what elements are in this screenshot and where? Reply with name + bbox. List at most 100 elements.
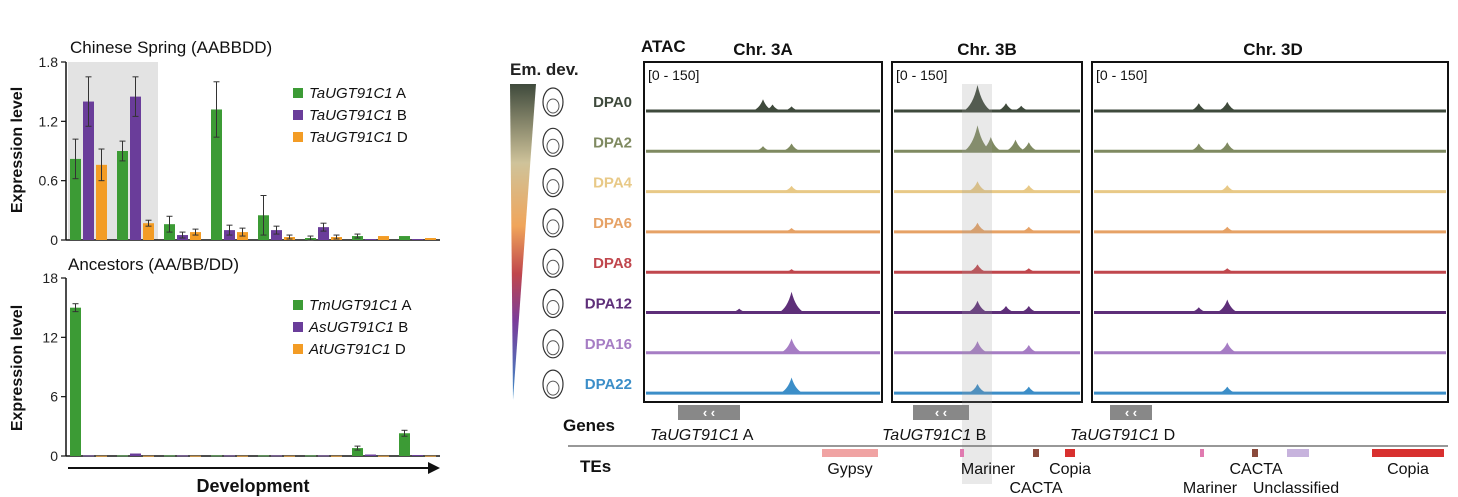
atac-peak [967, 181, 988, 192]
atac-peak [979, 137, 1003, 152]
embryo-inner-icon [546, 380, 560, 396]
development-arrowhead [428, 462, 440, 474]
track-label: DPA16 [585, 336, 632, 353]
atac-peak [752, 99, 774, 111]
bar [378, 236, 389, 240]
gene-strand-arrow: ‹ ‹ [703, 405, 715, 420]
track-label: DPA12 [585, 296, 632, 313]
top-chart-title: Chinese Spring (AABBDD) [70, 38, 272, 57]
bar [365, 454, 376, 456]
track-label: DPA6 [593, 215, 632, 232]
bar [190, 232, 201, 240]
atac-peak [1004, 139, 1027, 152]
gene-label: TaUGT91C1 A [650, 427, 754, 444]
embryo-stage-icon [542, 248, 564, 278]
atac-peak [1217, 185, 1237, 192]
bar [177, 455, 188, 457]
te-element [1033, 449, 1039, 457]
embryo-stage-icon [542, 87, 564, 117]
te-element [1252, 449, 1258, 457]
atac-peak [1217, 101, 1238, 111]
bar [271, 230, 282, 240]
atac-peak [1218, 268, 1237, 273]
te-element [1065, 449, 1075, 457]
y-tick-label: 1.8 [39, 54, 59, 70]
bottom-chart-title: Ancestors (AA/BB/DD) [68, 255, 239, 274]
bottom-bar-chart: Ancestors (AA/BB/DD) Expression level 0 6… [9, 255, 440, 496]
te-label: CACTA [1009, 480, 1062, 497]
bar [412, 455, 423, 456]
bar [70, 158, 81, 240]
chromosome-header: Chr. 3A [733, 40, 793, 59]
y-tick-label: 0.6 [39, 173, 59, 189]
te-label: Gypsy [827, 461, 872, 478]
y-tick-label: 12 [42, 329, 58, 345]
chromosome-header: Chr. 3B [957, 40, 1017, 59]
embryo-inner-icon [546, 259, 560, 275]
atac-peak [730, 308, 749, 313]
top-highlight-region [68, 62, 158, 240]
bar [70, 307, 81, 456]
atac-peak [779, 377, 804, 394]
embryo-dev-gradient [510, 84, 536, 400]
legend-swatch [293, 322, 303, 332]
bar [96, 455, 107, 457]
bar [143, 455, 154, 457]
chromosome-panel [891, 61, 1083, 403]
bar [425, 238, 436, 240]
chromosome-panel [643, 61, 883, 403]
bar [399, 433, 410, 456]
legend-label: TaUGT91C1 D [309, 129, 408, 146]
atac-peak [1216, 342, 1238, 353]
te-label: Unclassified [1253, 480, 1339, 497]
atac-peak [967, 264, 988, 273]
te-element [822, 449, 878, 457]
bar [425, 455, 436, 457]
embryo-stage-icon [542, 208, 564, 238]
embryo-inner-icon [546, 98, 560, 114]
te-element [960, 449, 964, 457]
bar [318, 455, 329, 457]
gene-model [1110, 405, 1152, 420]
atac-peak [753, 146, 773, 152]
atac-peak [780, 338, 803, 353]
embryo-inner-icon [546, 138, 560, 154]
bar [378, 455, 389, 457]
atac-peak [1019, 185, 1039, 192]
gene-model [913, 405, 969, 420]
legend-label: AsUGT91C1 B [308, 319, 408, 336]
chromosome-header: Chr. 3D [1243, 40, 1303, 59]
atac-panel: ATAC Em. dev. Chr. 3A Chr. 3B Chr. 3D [0 -… [510, 37, 1449, 497]
y-tick-label: 0 [50, 448, 58, 464]
gene-label: TaUGT91C1 B [882, 427, 986, 444]
y-tick-label: 0 [50, 232, 58, 248]
atac-peak [1012, 105, 1031, 111]
embryo-dev-label: Em. dev. [510, 60, 579, 79]
embryo-stage-icon [542, 168, 564, 198]
top-y-axis-label: Expression level [9, 87, 26, 213]
bar [130, 453, 141, 456]
bar [331, 455, 342, 457]
track-label: DPA22 [585, 376, 632, 393]
atac-peak [781, 143, 802, 152]
te-label: Mariner [961, 461, 1016, 478]
bar [96, 164, 107, 240]
legend-swatch [293, 132, 303, 142]
atac-peak [963, 85, 992, 111]
atac-peak [1018, 142, 1039, 152]
track-label: DPA2 [593, 134, 632, 151]
atac-peak [963, 125, 992, 152]
bar [237, 455, 248, 457]
te-label: Mariner [1183, 480, 1238, 497]
legend-swatch [293, 300, 303, 310]
atac-title: ATAC [641, 37, 686, 56]
bar [284, 455, 295, 457]
atac-peak [1216, 299, 1239, 313]
bar [258, 455, 269, 457]
atac-peak [782, 228, 801, 232]
legend-label: TaUGT91C1 A [309, 85, 406, 102]
atac-peak [782, 106, 801, 111]
track-label: DPA8 [593, 255, 632, 272]
track-range-label: [0 - 150] [896, 67, 947, 83]
